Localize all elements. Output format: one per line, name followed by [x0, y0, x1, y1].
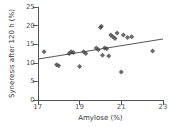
- svg-text:Syneresis after 120 h (%): Syneresis after 120 h (%): [8, 9, 16, 98]
- svg-text:0: 0: [30, 96, 35, 104]
- svg-text:25: 25: [26, 3, 35, 11]
- svg-text:15: 15: [26, 40, 35, 48]
- svg-text:5: 5: [30, 77, 34, 85]
- svg-text:10: 10: [26, 59, 35, 67]
- svg-text:23: 23: [159, 103, 168, 111]
- svg-text:21: 21: [117, 103, 126, 111]
- svg-text:19: 19: [75, 103, 84, 111]
- svg-text:Amylose (%): Amylose (%): [78, 114, 123, 122]
- svg-text:17: 17: [33, 103, 42, 111]
- svg-text:20: 20: [26, 22, 35, 30]
